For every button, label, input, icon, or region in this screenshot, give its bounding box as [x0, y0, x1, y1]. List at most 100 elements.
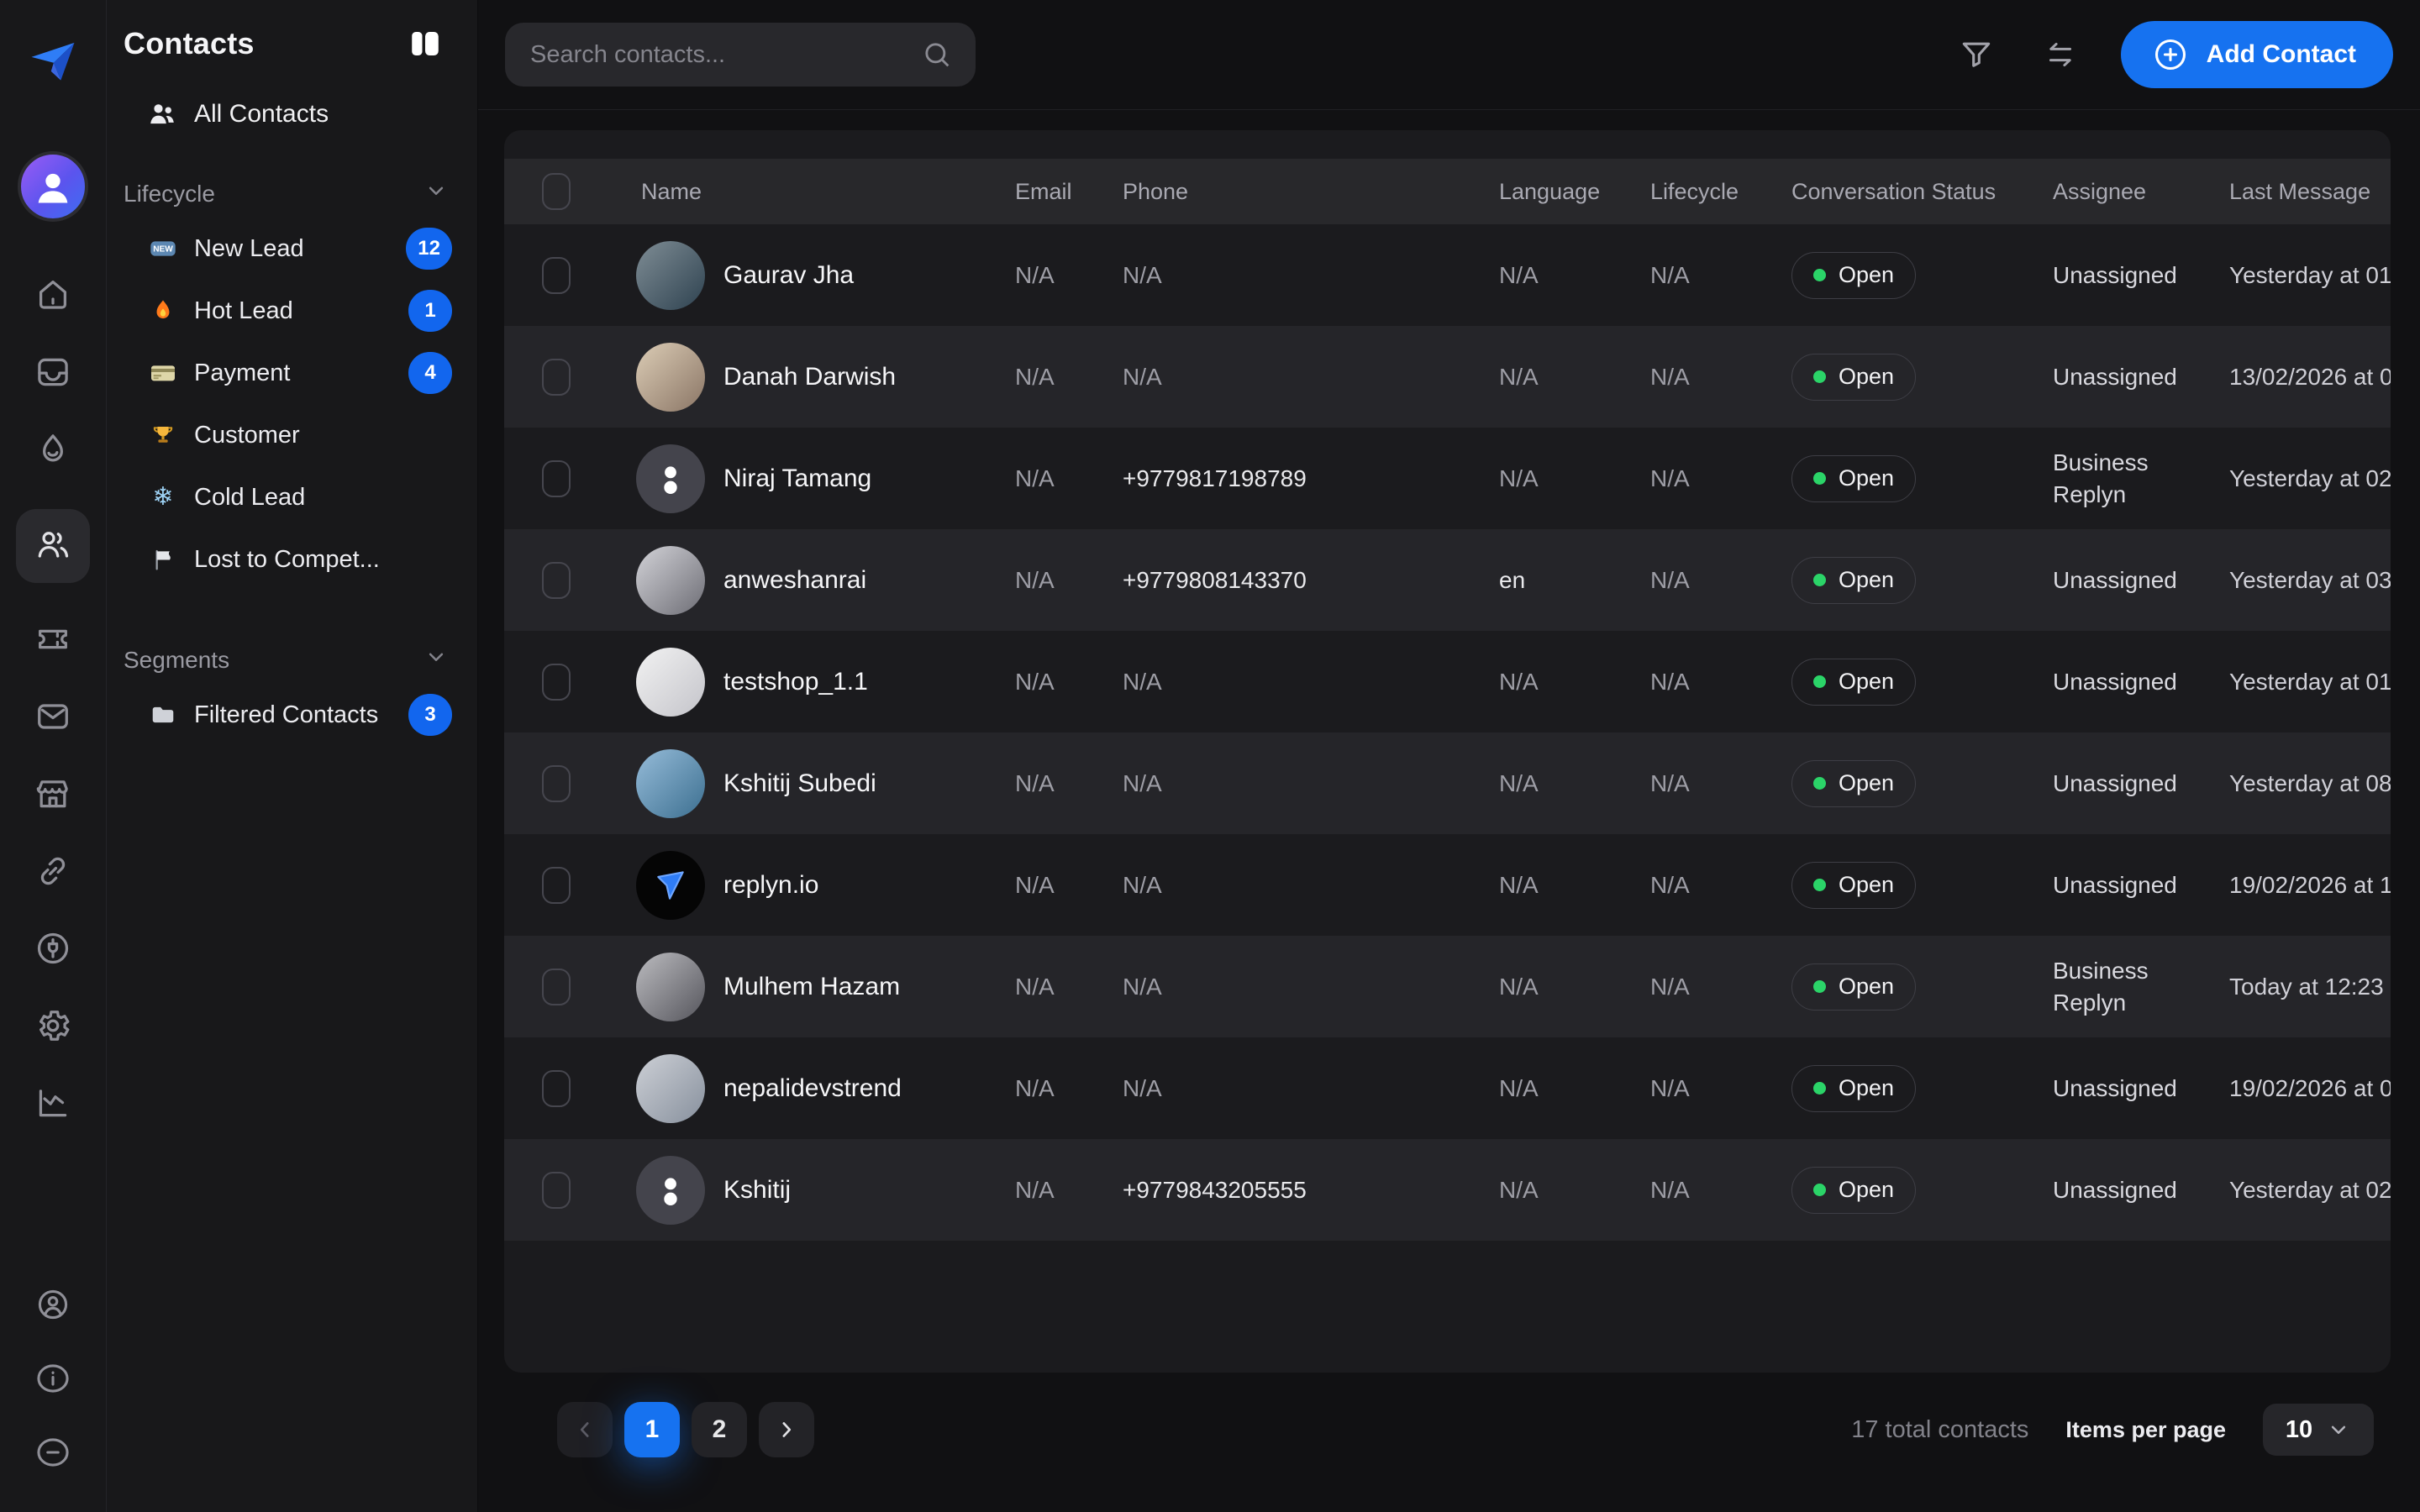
row-checkbox[interactable]: [542, 359, 571, 396]
contact-name: Gaurav Jha: [723, 261, 854, 290]
sidebar-item-new-lead[interactable]: NEWNew Lead12: [124, 218, 457, 280]
table-row[interactable]: Danah DarwishN/AN/AN/AN/AOpenUnassigned1…: [504, 326, 2391, 428]
table-row[interactable]: KshitijN/A+9779843205555N/AN/AOpenUnassi…: [504, 1139, 2391, 1241]
contact-phone: N/A: [1116, 872, 1492, 899]
chevron-down-icon: [2326, 1417, 2351, 1442]
rail-item-info[interactable]: [16, 1361, 90, 1399]
replyn-logo-icon: [652, 867, 689, 904]
section-header-lifecycle[interactable]: Lifecycle: [124, 178, 457, 209]
sort-swap-button[interactable]: [2037, 31, 2084, 78]
content: NameEmailPhoneLanguageLifecycleConversat…: [478, 110, 2420, 1512]
section-header-segments[interactable]: Segments: [124, 644, 457, 675]
rail-item-flame[interactable]: [16, 432, 90, 470]
contact-phone: N/A: [1116, 770, 1492, 797]
contact-language: N/A: [1492, 669, 1644, 696]
row-checkbox[interactable]: [542, 765, 571, 802]
row-checkbox[interactable]: [542, 1172, 571, 1209]
flag-icon: [150, 546, 176, 573]
contact-phone: N/A: [1116, 1075, 1492, 1102]
table-row[interactable]: nepalidevstrendN/AN/AN/AN/AOpenUnassigne…: [504, 1037, 2391, 1139]
sidebar-item-customer[interactable]: Customer: [124, 404, 457, 466]
contact-lifecycle: N/A: [1644, 872, 1785, 899]
table-row[interactable]: Mulhem HazamN/AN/AN/AN/AOpenBusiness Rep…: [504, 936, 2391, 1037]
rail-item-inbox[interactable]: [16, 354, 90, 393]
filter-button[interactable]: [1953, 31, 2000, 78]
contact-name: Danah Darwish: [723, 363, 896, 391]
row-checkbox[interactable]: [542, 257, 571, 294]
search-input[interactable]: [530, 41, 920, 69]
row-checkbox[interactable]: [542, 969, 571, 1005]
row-checkbox[interactable]: [542, 460, 571, 497]
sidebar-item-cold-lead[interactable]: ❄︎Cold Lead: [124, 466, 457, 528]
prev-page-button[interactable]: [557, 1402, 613, 1457]
row-checkbox[interactable]: [542, 562, 571, 599]
row-checkbox[interactable]: [542, 664, 571, 701]
status-badge: Open: [1791, 557, 1916, 604]
table-row[interactable]: Niraj TamangN/A+9779817198789N/AN/AOpenB…: [504, 428, 2391, 529]
add-contact-button[interactable]: Add Contact: [2121, 21, 2393, 88]
rail-item-analytics[interactable]: [16, 1085, 90, 1124]
store-icon: [34, 774, 72, 817]
next-page-button[interactable]: [759, 1402, 814, 1457]
rail-item-profile[interactable]: [16, 1287, 90, 1326]
contact-language: N/A: [1492, 1177, 1644, 1204]
contact-language: N/A: [1492, 262, 1644, 289]
status-label: Open: [1839, 1177, 1894, 1203]
sidebar-item-payment[interactable]: Payment4: [124, 342, 457, 404]
contact-lifecycle: N/A: [1644, 465, 1785, 492]
status-label: Open: [1839, 872, 1894, 898]
sidebar-item-lost-to-compet[interactable]: Lost to Compet...: [124, 528, 457, 591]
user-avatar[interactable]: [18, 151, 88, 222]
rail-item-contacts[interactable]: [16, 509, 90, 583]
collapse-sidebar-icon[interactable]: [407, 25, 444, 62]
last-message-time: Today at 12:23: [2223, 974, 2391, 1000]
column-header: Phone: [1116, 179, 1492, 205]
avatar: [636, 546, 705, 615]
contact-lifecycle: N/A: [1644, 1075, 1785, 1102]
contact-name: Mulhem Hazam: [723, 973, 900, 1001]
app-logo-icon[interactable]: [24, 32, 82, 91]
table-row[interactable]: replyn.ioN/AN/AN/AN/AOpenUnassigned19/02…: [504, 834, 2391, 936]
rail-item-mail[interactable]: [16, 699, 90, 738]
new-icon: NEW: [150, 235, 176, 262]
items-per-page-select[interactable]: 10: [2263, 1404, 2374, 1456]
sidebar-item-label: Payment: [194, 360, 392, 387]
rail-item-ticket[interactable]: [16, 622, 90, 660]
select-all-checkbox[interactable]: [542, 173, 571, 210]
last-message-time: Yesterday at 03: [2223, 567, 2391, 594]
page-button-2[interactable]: 2: [692, 1402, 747, 1457]
sidebar-item-filtered-contacts[interactable]: Filtered Contacts3: [124, 684, 457, 746]
table-row[interactable]: Gaurav JhaN/AN/AN/AN/AOpenUnassignedYest…: [504, 224, 2391, 326]
table-row[interactable]: anweshanraiN/A+9779808143370enN/AOpenUna…: [504, 529, 2391, 631]
add-contact-label: Add Contact: [2207, 40, 2356, 69]
row-checkbox[interactable]: [542, 867, 571, 904]
rail-item-settings[interactable]: [16, 1008, 90, 1047]
row-checkbox[interactable]: [542, 1070, 571, 1107]
home-icon: [34, 276, 72, 318]
swap-arrows-icon: [2043, 37, 2078, 72]
rail-item-home[interactable]: [16, 277, 90, 316]
sidebar-item-hot-lead[interactable]: Hot Lead1: [124, 280, 457, 342]
table-row[interactable]: testshop_1.1N/AN/AN/AN/AOpenUnassignedYe…: [504, 631, 2391, 732]
column-header: Email: [1008, 179, 1116, 205]
rail-item-plug[interactable]: [16, 931, 90, 969]
search-box[interactable]: [505, 23, 976, 87]
page-button-1[interactable]: 1: [624, 1402, 680, 1457]
contact-language: en: [1492, 567, 1644, 594]
contact-phone: +9779817198789: [1116, 465, 1492, 492]
rail-item-link[interactable]: [16, 853, 90, 892]
table-row[interactable]: Kshitij SubediN/AN/AN/AN/AOpenUnassigned…: [504, 732, 2391, 834]
contact-phone: N/A: [1116, 974, 1492, 1000]
contact-lifecycle: N/A: [1644, 262, 1785, 289]
sidebar-item-all-contacts[interactable]: All Contacts: [124, 99, 457, 129]
folder-icon: [150, 701, 176, 728]
column-header: Language: [1492, 179, 1644, 205]
rail-item-store[interactable]: [16, 776, 90, 815]
contact-name: nepalidevstrend: [723, 1074, 902, 1103]
rail-item-minus[interactable]: [16, 1435, 90, 1473]
contact-assignee: Business Replyn: [2046, 955, 2223, 1019]
status-dot-icon: [1813, 980, 1826, 993]
person-icon: [651, 459, 690, 498]
status-label: Open: [1839, 465, 1894, 491]
count-badge: 1: [408, 290, 452, 332]
